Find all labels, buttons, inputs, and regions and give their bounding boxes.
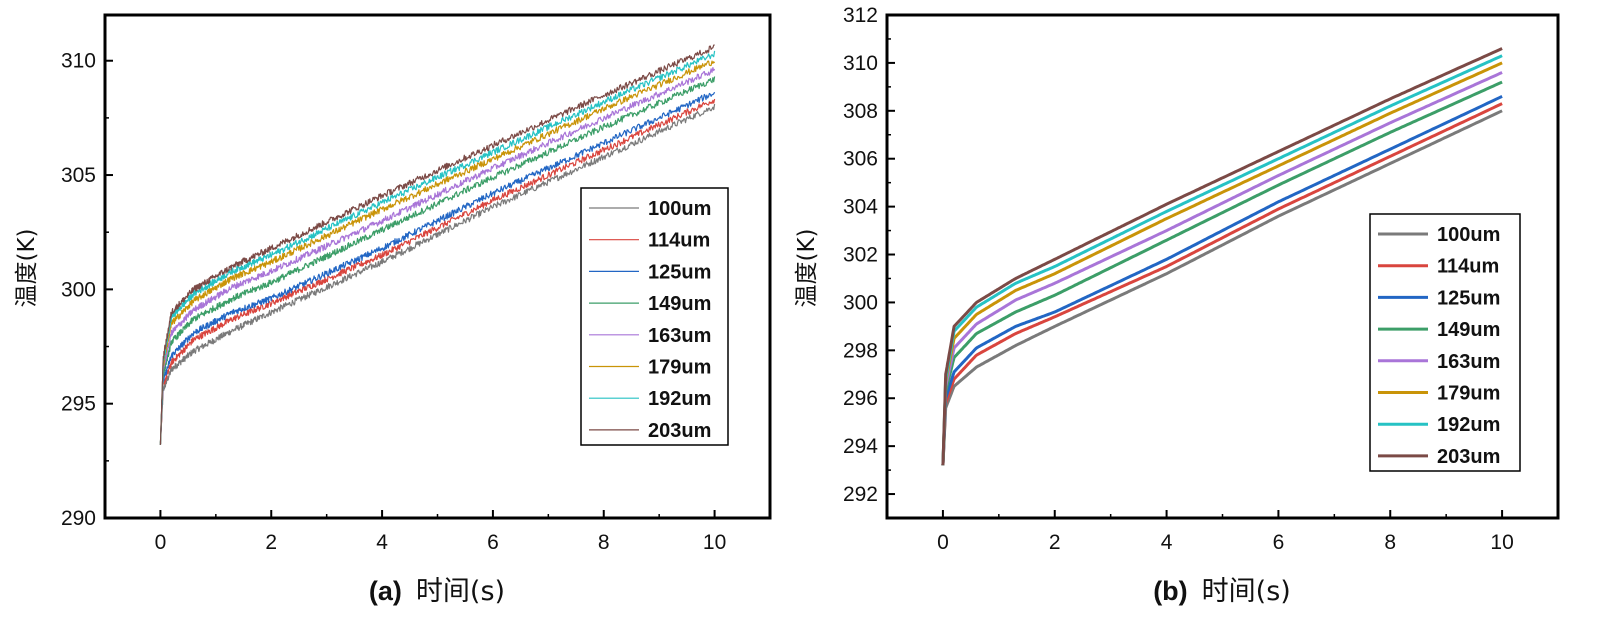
legend-label-192um: 192um: [648, 388, 711, 410]
y-tick-label: 302: [843, 244, 878, 267]
y-tick-label: 295: [61, 393, 96, 416]
x-tick-label: 8: [1384, 531, 1396, 554]
series-layer-a: [159, 44, 716, 445]
legend-label-179um: 179um: [648, 357, 711, 379]
series-line-b-100um: [941, 109, 1503, 466]
legend-a: 100um 114um 125um 149um 163um 179um 192um 203um: [580, 187, 729, 446]
series-line-a-203um: [159, 44, 715, 445]
legend-label-125um: 125um: [648, 261, 711, 283]
series-line-b-114um: [941, 102, 1503, 466]
plot-frame-a: [103, 13, 772, 520]
y-tick-label: 304: [843, 196, 878, 219]
legend-items-b: 100um 114um 125um 149um 163um 179um 192um 203um: [1378, 224, 1500, 468]
x-tick-label: 4: [376, 531, 388, 554]
y-tick-label: 292: [843, 483, 878, 506]
y-axis-label-a: 温度(K): [14, 228, 40, 307]
legend-label-100um: 100um: [1437, 224, 1500, 246]
legend-label-125um: 125um: [1437, 287, 1500, 309]
legend-label-163um: 163um: [648, 325, 711, 347]
y-axis-ticks-a: 290 295 300 305 310: [61, 50, 113, 530]
x-tick-label: 4: [1161, 531, 1173, 554]
x-axis-label-a: 时间(s): [416, 576, 505, 607]
y-tick-label: 294: [843, 435, 878, 458]
series-line-b-149um: [941, 80, 1503, 466]
x-tick-label: 0: [155, 531, 167, 554]
plot-frame-b: [885, 13, 1560, 520]
legend-label-179um: 179um: [1437, 383, 1500, 405]
y-tick-label: 290: [61, 507, 96, 530]
y-tick-label: 298: [843, 339, 878, 362]
series-line-b-192um: [941, 54, 1503, 466]
chart-panel-b: 0 2 4 6 8 10 292 294 296 298 300 302 304 306 308 310 31…: [794, 4, 1560, 607]
panel-label-a: (a): [369, 576, 402, 606]
panel-label-b: (b): [1153, 576, 1187, 606]
y-tick-label: 312: [843, 4, 878, 27]
x-tick-label: 8: [598, 531, 610, 554]
legend-label-100um: 100um: [648, 198, 711, 220]
series-line-a-149um: [159, 76, 716, 445]
x-tick-label: 6: [487, 531, 499, 554]
series-line-a-179um: [159, 60, 716, 445]
x-tick-label: 2: [265, 531, 277, 554]
series-line-a-100um: [159, 103, 716, 445]
legend-label-149um: 149um: [1437, 319, 1500, 341]
legend-b: 100um 114um 125um 149um 163um 179um 192um 203um: [1369, 213, 1521, 472]
series-line-a-114um: [159, 98, 716, 445]
chart-panel-a: 0 2 4 6 8 10 290 295 300 305 310 温度(K) (a) 时间(s) 1…: [14, 13, 772, 607]
series-layer-b: [941, 47, 1503, 466]
x-tick-label: 10: [703, 531, 726, 554]
y-tick-label: 305: [61, 164, 96, 187]
x-tick-label: 2: [1049, 531, 1061, 554]
legend-box-b: [1369, 213, 1521, 472]
legend-label-203um: 203um: [1437, 446, 1500, 468]
x-tick-label: 0: [937, 531, 949, 554]
legend-label-203um: 203um: [648, 420, 711, 442]
y-tick-label: 310: [61, 50, 96, 73]
y-tick-label: 308: [843, 100, 878, 123]
legend-box-a: [580, 187, 729, 446]
y-axis-label-b: 温度(K): [794, 228, 820, 307]
x-axis-label-b: 时间(s): [1202, 576, 1291, 607]
series-line-b-163um: [941, 71, 1503, 466]
series-line-b-125um: [941, 95, 1503, 466]
x-tick-label: 6: [1273, 531, 1285, 554]
x-axis-caption-a: (a) 时间(s): [369, 576, 505, 607]
legend-label-114um: 114um: [648, 230, 710, 252]
y-tick-label: 296: [843, 387, 878, 410]
legend-label-192um: 192um: [1437, 414, 1500, 436]
x-tick-label: 10: [1490, 531, 1513, 554]
series-line-a-163um: [159, 67, 716, 445]
series-line-b-179um: [941, 61, 1503, 466]
series-line-a-125um: [159, 91, 716, 445]
y-tick-label: 300: [61, 278, 96, 301]
legend-label-163um: 163um: [1437, 351, 1500, 373]
legend-label-114um: 114um: [1437, 256, 1499, 278]
legend-items-a: 100um 114um 125um 149um 163um 179um 192um 203um: [589, 198, 711, 442]
y-tick-label: 310: [843, 52, 878, 75]
x-axis-caption-b: (b) 时间(s): [1153, 576, 1291, 607]
series-line-b-203um: [941, 47, 1503, 466]
y-tick-label: 306: [843, 148, 878, 171]
y-tick-label: 300: [843, 291, 878, 314]
legend-label-149um: 149um: [648, 293, 711, 315]
